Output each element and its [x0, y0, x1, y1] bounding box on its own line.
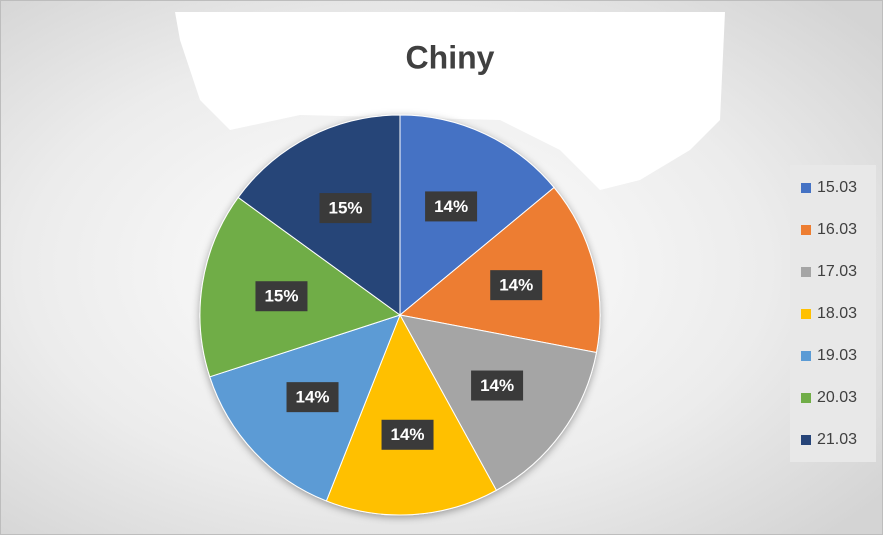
legend-marker — [801, 183, 811, 193]
data-label: 14% — [499, 276, 533, 295]
legend-label: 19.03 — [817, 347, 857, 364]
legend-marker — [801, 351, 811, 361]
legend-label: 16.03 — [817, 221, 857, 238]
pie — [199, 114, 601, 516]
highlight — [175, 12, 725, 190]
legend-marker — [801, 309, 811, 319]
legend-marker — [801, 435, 811, 445]
data-label: 14% — [434, 197, 468, 216]
legend-marker — [801, 267, 811, 277]
pie-slice — [237, 114, 401, 316]
data-label-box — [286, 382, 339, 413]
legend-marker — [801, 225, 811, 235]
data-label-box — [255, 281, 308, 312]
chart-title: Chiny — [406, 39, 495, 75]
data-label-box — [381, 419, 434, 450]
legend-marker — [801, 393, 811, 403]
legend-label: 20.03 — [817, 389, 857, 406]
data-label: 14% — [391, 425, 425, 444]
data-label: 15% — [264, 287, 298, 306]
legend-label: 21.03 — [817, 431, 857, 448]
data-label-box — [490, 270, 543, 301]
data-label: 14% — [296, 388, 330, 407]
legend-label: 18.03 — [817, 305, 857, 322]
data-label: 14% — [480, 376, 514, 395]
pie-slice — [398, 186, 601, 354]
data-label-box — [319, 193, 372, 224]
legend-label: 17.03 — [817, 263, 857, 280]
data-label: 15% — [329, 199, 363, 218]
data-label-box — [425, 191, 478, 222]
legend-label: 15.03 — [817, 179, 857, 196]
data-label-box — [471, 370, 524, 401]
pie-slice — [399, 314, 598, 491]
pie-slice — [325, 313, 498, 516]
